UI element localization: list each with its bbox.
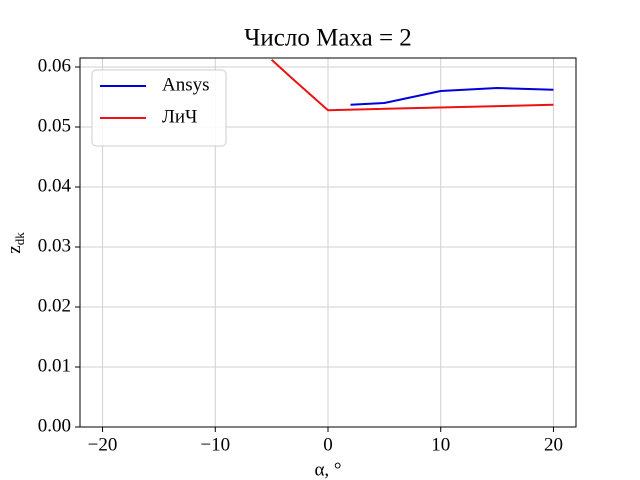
series-line bbox=[350, 86, 554, 106]
legend-box bbox=[91, 69, 227, 147]
series-line bbox=[270, 59, 554, 112]
y-tick-label: 0.02 bbox=[38, 295, 71, 316]
y-axis-label: zdk bbox=[4, 232, 27, 254]
x-tick-label: 20 bbox=[544, 434, 563, 455]
chart-title: Число Маха = 2 bbox=[244, 25, 412, 52]
legend-label: ЛиЧ bbox=[162, 106, 197, 127]
plot-frame bbox=[79, 57, 577, 428]
y-tick-label: 0.05 bbox=[38, 115, 71, 136]
legend-label: Ansys bbox=[162, 74, 210, 95]
x-axis-label: α, ° bbox=[314, 459, 341, 480]
y-tick-label: 0.03 bbox=[38, 235, 71, 256]
x-tick-label: 10 bbox=[431, 434, 450, 455]
y-label-sub: dk bbox=[12, 232, 27, 246]
x-tick-label: −10 bbox=[200, 434, 230, 455]
y-label-main: z bbox=[4, 245, 25, 253]
y-tick-label: 0.04 bbox=[38, 175, 72, 196]
x-tick-label: 0 bbox=[323, 434, 333, 455]
x-tick-label: −20 bbox=[88, 434, 118, 455]
y-tick-label: 0.01 bbox=[38, 355, 71, 376]
y-tick-label: 0.00 bbox=[38, 415, 71, 436]
y-tick-label: 0.06 bbox=[38, 55, 71, 76]
